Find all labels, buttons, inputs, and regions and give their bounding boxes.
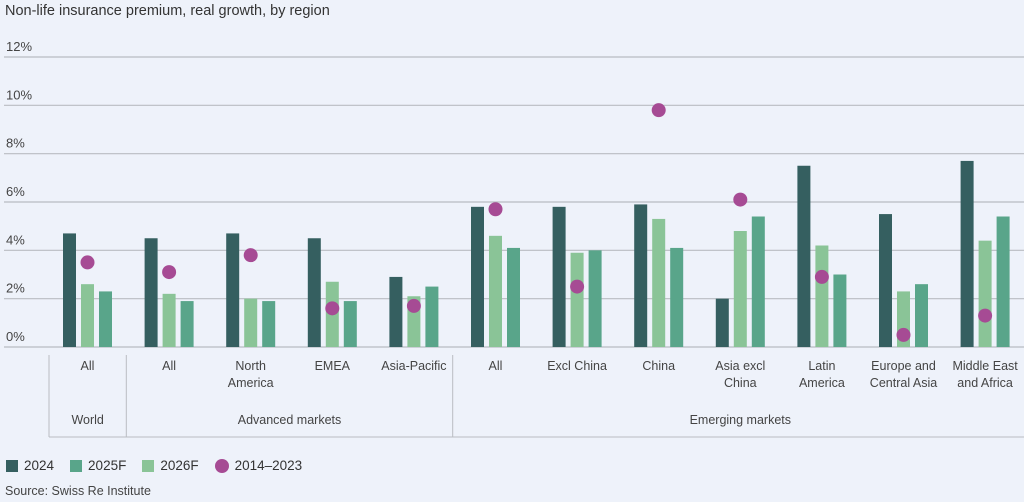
category-label: EMEA: [315, 359, 351, 373]
category-axis: All All North America EMEA Asia-Pacific All Exc…: [48, 355, 1024, 438]
dot-2014-2023: [651, 103, 666, 118]
category-label: Asia-Pacific: [381, 359, 446, 373]
category-label: Excl China: [547, 359, 607, 373]
bar-2026f: [162, 293, 176, 347]
dot-2014-2023: [80, 255, 95, 270]
bar-2025f: [180, 301, 194, 347]
category-label: Latin: [808, 359, 835, 373]
legend-item: 2024: [6, 458, 54, 473]
legend-swatch-icon: [6, 459, 18, 472]
dots: [80, 103, 993, 342]
category-label: Central Asia: [870, 376, 937, 390]
dot-2014-2023: [733, 192, 748, 207]
category-label: All: [81, 359, 95, 373]
bar-2025f: [343, 301, 357, 347]
y-tick-label: 8%: [6, 136, 25, 151]
legend-dot-icon: [214, 458, 229, 473]
category-label: All: [162, 359, 176, 373]
dot-2014-2023: [325, 301, 340, 316]
bar-2024: [63, 233, 76, 347]
y-tick-label: 0%: [6, 329, 25, 344]
bar-2024: [960, 160, 974, 347]
bar-2026f: [815, 245, 829, 347]
category-label: America: [228, 376, 274, 390]
legend-swatch-icon: [70, 459, 83, 472]
y-tick-label: 2%: [6, 281, 25, 296]
bar-2026f: [978, 240, 992, 347]
bar-2025f: [507, 247, 520, 347]
legend-label: 2026F: [160, 458, 199, 473]
bar-2025f: [588, 250, 602, 347]
bar-2024: [307, 238, 321, 347]
bar-2024: [471, 206, 484, 347]
dot-2014-2023: [162, 265, 177, 280]
dot-2014-2023: [243, 248, 258, 263]
bar-2025f: [833, 274, 847, 347]
dot-2014-2023: [896, 327, 911, 342]
bar-2025f: [996, 216, 1010, 347]
legend-label: 2025F: [88, 458, 127, 473]
legend-swatch-icon: [142, 459, 155, 472]
category-label: Middle East: [952, 359, 1018, 373]
legend-item: 2014–2023: [214, 458, 303, 473]
bar-2026f: [570, 252, 584, 347]
legend: 2024 2025F 2026F 2014–2023: [6, 458, 318, 473]
group-label: Emerging markets: [690, 413, 791, 427]
y-tick-label: 6%: [6, 184, 25, 199]
bar-2025f: [262, 301, 276, 347]
bars: [63, 160, 1010, 347]
y-tick-label: 12%: [6, 39, 32, 54]
bar-2024: [552, 206, 566, 347]
group-label: Advanced markets: [238, 413, 342, 427]
dot-2014-2023: [488, 202, 503, 217]
dot-2014-2023: [406, 298, 421, 313]
bar-2025f: [751, 216, 765, 347]
category-label: China: [724, 376, 757, 390]
bar-2026f: [733, 231, 747, 347]
bar-2024: [144, 238, 158, 347]
dot-2014-2023: [814, 269, 829, 284]
bar-2025f: [425, 286, 439, 347]
category-label: America: [799, 376, 845, 390]
category-label: Europe and: [871, 359, 936, 373]
bar-2024: [715, 298, 729, 347]
legend-item: 2026F: [142, 458, 199, 473]
bar-2026f: [81, 284, 94, 347]
bar-2025f: [670, 247, 684, 347]
bar-2026f: [489, 235, 502, 347]
bar-2024: [389, 276, 403, 347]
category-label: and Africa: [957, 376, 1013, 390]
source-note: Source: Swiss Re Institute: [5, 484, 151, 498]
category-label: North: [235, 359, 266, 373]
dot-2014-2023: [978, 308, 993, 323]
y-tick-label: 10%: [6, 87, 32, 102]
group-label: World: [71, 413, 103, 427]
category-label: All: [489, 359, 503, 373]
bar-2024: [797, 165, 811, 347]
legend-item: 2025F: [70, 458, 126, 473]
bar-2024: [226, 233, 240, 347]
legend-label: 2014–2023: [234, 458, 303, 473]
bar-2025f: [915, 284, 928, 347]
y-tick-label: 4%: [6, 232, 25, 247]
category-label: Asia excl: [715, 359, 765, 373]
dot-2014-2023: [570, 279, 585, 294]
legend-label: 2024: [24, 458, 55, 473]
bar-2026f: [244, 298, 258, 347]
bar-2024: [879, 214, 892, 347]
bar-2025f: [99, 291, 112, 347]
category-label: China: [642, 359, 675, 373]
bar-2024: [634, 204, 648, 347]
chart-title: Non-life insurance premium, real growth,…: [5, 3, 330, 19]
bar-2026f: [652, 218, 666, 347]
